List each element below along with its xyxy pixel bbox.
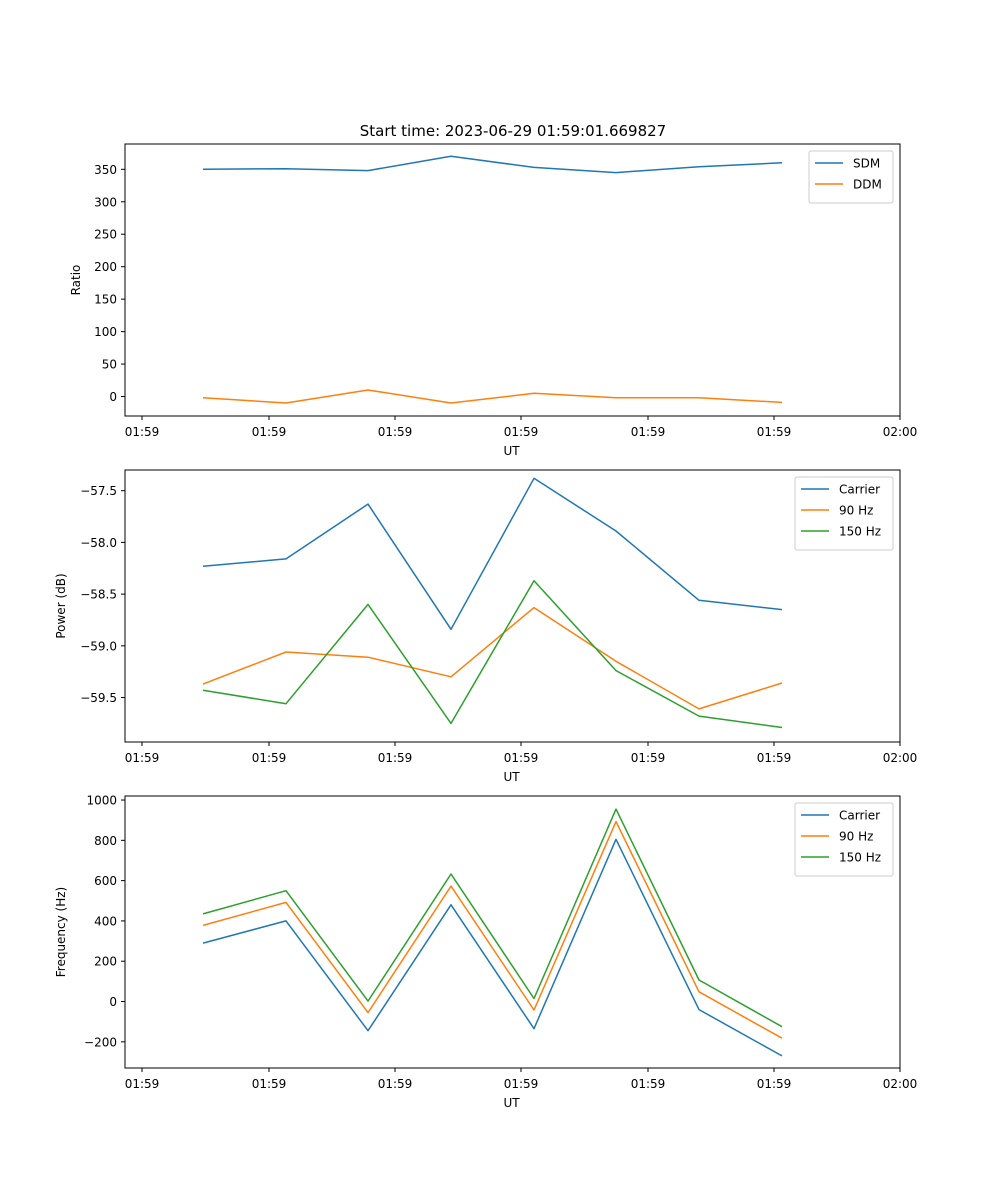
power-panel: 01:59 01:59 01:59 01:59 01:59 01:59 02:00 −57.5… [54,469,918,784]
x-tick-label: 01:59 [125,1077,160,1091]
x-tick-label: 01:59 [504,1077,539,1091]
y-tick-label: 200 [94,955,117,969]
y-tick-label: −57.5 [80,484,117,498]
legend: Carrier 90 Hz 150 Hz [794,802,894,877]
y-axis-label: Frequency (Hz) [54,887,68,978]
legend: SDM DDM [808,150,894,204]
legend-label: Carrier [839,483,880,497]
x-tick-label: 02:00 [883,1077,918,1091]
y-tick-label: −58.5 [80,588,117,602]
x-axis-label: UT [503,444,520,458]
axes-frame [124,795,901,1069]
x-tick-label: 01:59 [631,1077,666,1091]
legend-label: 90 Hz [839,504,873,518]
x-tick-label: 01:59 [757,751,792,765]
y-tick-label: 250 [94,228,117,242]
series-line-150-hz [202,808,783,1028]
x-tick-label: 01:59 [757,425,792,439]
x-tick-label: 01:59 [378,425,413,439]
y-tick-label: −59.5 [80,691,117,705]
x-tick-label: 01:59 [757,1077,792,1091]
frequency-panel: 01:59 01:59 01:59 01:59 01:59 01:59 02:00 −200 0… [54,794,917,1110]
x-axis-label: UT [503,770,520,784]
series-line-carrier [202,477,783,631]
axes-frame [124,469,901,743]
chart-title: Start time: 2023-06-29 01:59:01.669827 [360,122,666,140]
x-axis-label: UT [503,1096,520,1110]
legend-label: 150 Hz [839,525,881,539]
legend-box [808,150,894,204]
x-tick-label: 01:59 [378,751,413,765]
x-tick-label: 01:59 [125,751,160,765]
y-tick-label: −59.0 [80,639,117,653]
ratio-panel: 01:59 01:59 01:59 01:59 01:59 01:59 02:00 0 50 10… [69,143,918,458]
x-tick-label: 01:59 [378,1077,413,1091]
x-tick-label: 01:59 [631,751,666,765]
y-tick-label: 0 [109,995,117,1009]
x-tick-label: 01:59 [252,1077,287,1091]
y-tick-label: 1000 [86,794,117,808]
series-line-90-hz [202,606,783,710]
series-line-carrier [202,838,783,1057]
legend-label: 90 Hz [839,830,873,844]
x-tick-label: 01:59 [504,751,539,765]
y-tick-label: 200 [94,260,117,274]
y-axis-label: Power (dB) [54,573,68,638]
legend-label: Carrier [839,809,880,823]
y-tick-label: 400 [94,914,117,928]
legend-label: 150 Hz [839,851,881,865]
y-tick-label: −200 [84,1035,117,1049]
x-tick-label: 02:00 [883,425,918,439]
series-line-sdm [202,155,783,174]
x-tick-label: 02:00 [883,751,918,765]
series-line-ddm [202,389,783,404]
legend-label: DDM [853,178,882,192]
y-axis-label: Ratio [69,265,83,296]
axes-frame [124,143,901,417]
y-tick-label: 100 [94,325,117,339]
x-tick-label: 01:59 [252,751,287,765]
x-tick-label: 01:59 [631,425,666,439]
x-tick-label: 01:59 [252,425,287,439]
series-line-150-hz [202,579,783,729]
y-tick-label: 350 [94,163,117,177]
series-line-90-hz [202,820,783,1039]
y-tick-label: 600 [94,874,117,888]
y-tick-label: 300 [94,195,117,209]
x-tick-label: 01:59 [125,425,160,439]
y-tick-label: 50 [102,358,117,372]
y-tick-label: −58.0 [80,536,117,550]
legend: Carrier 90 Hz 150 Hz [794,476,894,551]
y-tick-label: 800 [94,834,117,848]
legend-label: SDM [853,157,880,171]
y-tick-label: 0 [109,390,117,404]
y-tick-label: 150 [94,293,117,307]
x-tick-label: 01:59 [504,425,539,439]
